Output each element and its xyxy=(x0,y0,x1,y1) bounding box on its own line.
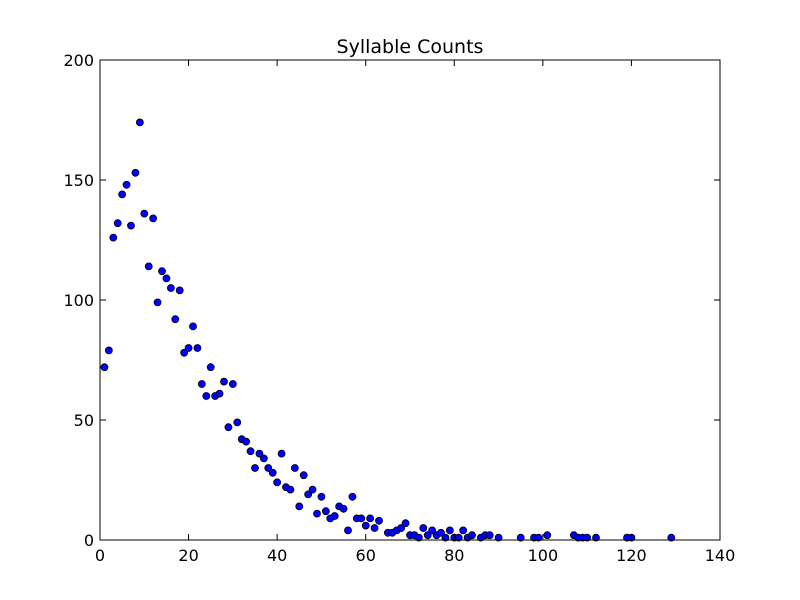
data-point xyxy=(277,449,286,458)
x-tick-label: 20 xyxy=(178,546,198,565)
data-point xyxy=(366,514,375,523)
data-point xyxy=(313,509,321,518)
data-point xyxy=(304,490,313,499)
data-point xyxy=(100,363,109,372)
y-tick-label: 200 xyxy=(63,51,94,70)
data-point xyxy=(259,454,268,463)
data-point xyxy=(468,531,476,540)
data-point xyxy=(348,492,357,501)
data-point xyxy=(445,526,454,535)
x-tick-label: 0 xyxy=(95,546,105,565)
data-point xyxy=(494,533,503,542)
data-point xyxy=(414,533,423,542)
data-point xyxy=(330,512,339,520)
data-point xyxy=(251,464,259,472)
y-tick-label: 0 xyxy=(84,531,94,550)
data-point xyxy=(140,209,149,218)
data-point xyxy=(317,492,326,501)
data-point xyxy=(153,298,162,307)
data-point xyxy=(543,531,552,540)
data-point xyxy=(202,392,211,400)
data-point xyxy=(459,526,468,535)
data-point xyxy=(299,471,308,480)
data-point xyxy=(441,533,450,542)
y-tick-label: 50 xyxy=(74,411,94,430)
x-tick-label: 60 xyxy=(356,546,376,565)
data-point xyxy=(308,485,317,494)
data-point xyxy=(144,262,153,271)
data-point xyxy=(454,533,463,542)
data-point xyxy=(419,524,428,532)
data-point xyxy=(516,533,525,542)
data-point xyxy=(344,526,352,535)
data-points xyxy=(100,118,676,542)
axis-ticks: 0 20 40 60 80 100 120 140 0 50 100 150 200 xyxy=(63,51,735,565)
data-point xyxy=(158,267,166,276)
x-tick-label: 120 xyxy=(616,546,647,565)
data-point xyxy=(437,528,445,537)
data-point xyxy=(273,478,282,487)
data-point xyxy=(135,118,144,127)
data-point xyxy=(171,315,180,324)
chart-title: Syllable Counts xyxy=(337,36,484,58)
y-tick-label: 150 xyxy=(63,171,94,190)
data-point xyxy=(321,507,330,516)
data-point xyxy=(423,531,432,540)
data-point xyxy=(180,348,189,357)
data-point xyxy=(109,233,118,242)
data-point xyxy=(375,516,383,525)
data-point xyxy=(166,284,175,292)
data-point xyxy=(246,447,255,456)
data-point xyxy=(206,363,215,372)
data-point xyxy=(104,346,113,355)
data-point xyxy=(233,418,242,427)
data-point xyxy=(131,168,140,177)
data-point xyxy=(224,423,233,432)
data-point xyxy=(113,219,122,228)
data-point xyxy=(286,485,295,494)
x-tick-label: 80 xyxy=(444,546,464,565)
data-point xyxy=(370,524,379,532)
data-point xyxy=(592,533,600,542)
data-point xyxy=(339,504,348,513)
data-point xyxy=(175,286,184,295)
data-point xyxy=(220,377,228,386)
data-point xyxy=(268,468,277,477)
data-point xyxy=(428,526,437,535)
data-point xyxy=(264,464,273,472)
plot-frame xyxy=(99,59,721,541)
data-point xyxy=(534,533,543,542)
data-point xyxy=(127,221,135,230)
x-tick-label: 140 xyxy=(705,546,736,565)
y-tick-label: 100 xyxy=(63,291,94,310)
data-point xyxy=(184,344,193,352)
data-point xyxy=(583,533,592,542)
data-point xyxy=(397,524,406,532)
data-point xyxy=(118,190,127,199)
data-point xyxy=(485,531,494,540)
data-point xyxy=(401,519,410,528)
data-point xyxy=(122,180,131,189)
data-point xyxy=(162,274,171,283)
data-point xyxy=(189,322,197,331)
data-point xyxy=(357,514,366,523)
data-point xyxy=(667,533,676,542)
data-point xyxy=(242,437,251,446)
x-tick-label: 40 xyxy=(267,546,287,565)
data-point xyxy=(361,521,370,530)
data-point xyxy=(193,344,202,352)
data-point xyxy=(290,464,299,472)
data-point xyxy=(295,502,304,511)
data-point xyxy=(255,449,264,458)
data-point xyxy=(197,380,206,388)
data-point xyxy=(228,380,237,388)
data-point xyxy=(215,389,224,398)
x-tick-label: 100 xyxy=(528,546,559,565)
data-point xyxy=(149,214,158,223)
